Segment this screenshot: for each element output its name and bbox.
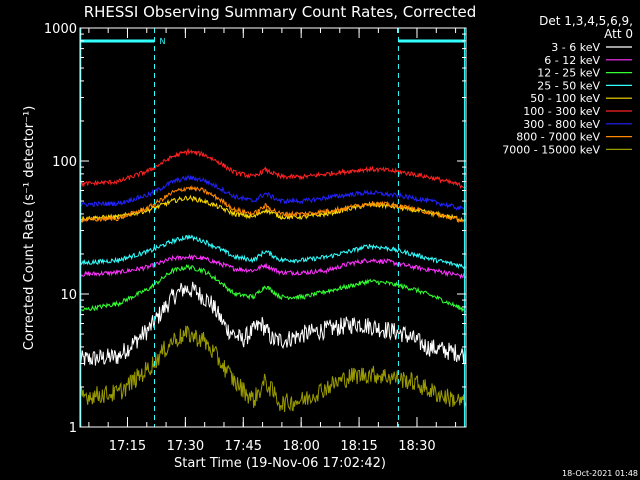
series-line-3 bbox=[79, 264, 466, 313]
y-tick-layer: 1 10 100 1000 bbox=[44, 22, 466, 436]
marker-layer: N bbox=[80, 28, 465, 427]
legend-label-7: 300 - 800 keV bbox=[523, 118, 600, 131]
legend-label-5: 50 - 100 keV bbox=[530, 92, 600, 105]
generated-timestamp: 18-Oct-2021 01:48 bbox=[562, 469, 638, 478]
series-line-4 bbox=[79, 234, 466, 270]
legend-label-6: 100 - 300 keV bbox=[523, 105, 600, 118]
x-tick-label: 18:00 bbox=[282, 439, 319, 454]
y-tick-label: 100 bbox=[52, 155, 77, 170]
plot-frame bbox=[79, 27, 467, 428]
series-line-1 bbox=[79, 281, 466, 366]
x-axis-label: Start Time (19-Nov-06 17:02:42) bbox=[174, 456, 386, 471]
night-label: N bbox=[159, 37, 165, 46]
series-line-7 bbox=[79, 174, 466, 212]
series-line-8 bbox=[79, 184, 466, 223]
legend-header: Det 1,3,4,5,6,9, bbox=[539, 14, 633, 28]
legend-label-2: 6 - 12 keV bbox=[544, 54, 600, 67]
x-tick-layer: 17:15 17:30 17:45 18:00 18:15 18:30 bbox=[88, 28, 457, 454]
x-tick-label: 18:15 bbox=[340, 439, 377, 454]
legend-header-2: Att 0 bbox=[604, 27, 633, 41]
legend-label-3: 12 - 25 keV bbox=[537, 67, 600, 80]
chart-title: RHESSI Observing Summary Count Rates, Co… bbox=[84, 3, 477, 21]
legend-label-9: 7000 - 15000 keV bbox=[502, 143, 600, 156]
series-layer bbox=[79, 147, 466, 413]
x-tick-label: 17:15 bbox=[109, 439, 146, 454]
legend-label-1: 3 - 6 keV bbox=[551, 41, 600, 54]
y-tick-label: 10 bbox=[60, 288, 77, 303]
legend-label-4: 25 - 50 keV bbox=[537, 79, 600, 92]
series-line-2 bbox=[79, 253, 466, 280]
x-tick-label: 17:45 bbox=[225, 439, 262, 454]
legend-label-8: 800 - 7000 keV bbox=[516, 131, 600, 144]
y-tick-label: 1 bbox=[69, 421, 77, 436]
series-line-9 bbox=[79, 325, 466, 413]
y-axis-label: Corrected Count Rate (s⁻¹ detector⁻¹) bbox=[22, 106, 37, 351]
x-tick-label: 18:30 bbox=[398, 439, 435, 454]
y-tick-label: 1000 bbox=[44, 22, 77, 37]
series-line-5 bbox=[79, 194, 466, 222]
series-line-6 bbox=[79, 147, 466, 190]
x-tick-label: 17:30 bbox=[167, 439, 204, 454]
